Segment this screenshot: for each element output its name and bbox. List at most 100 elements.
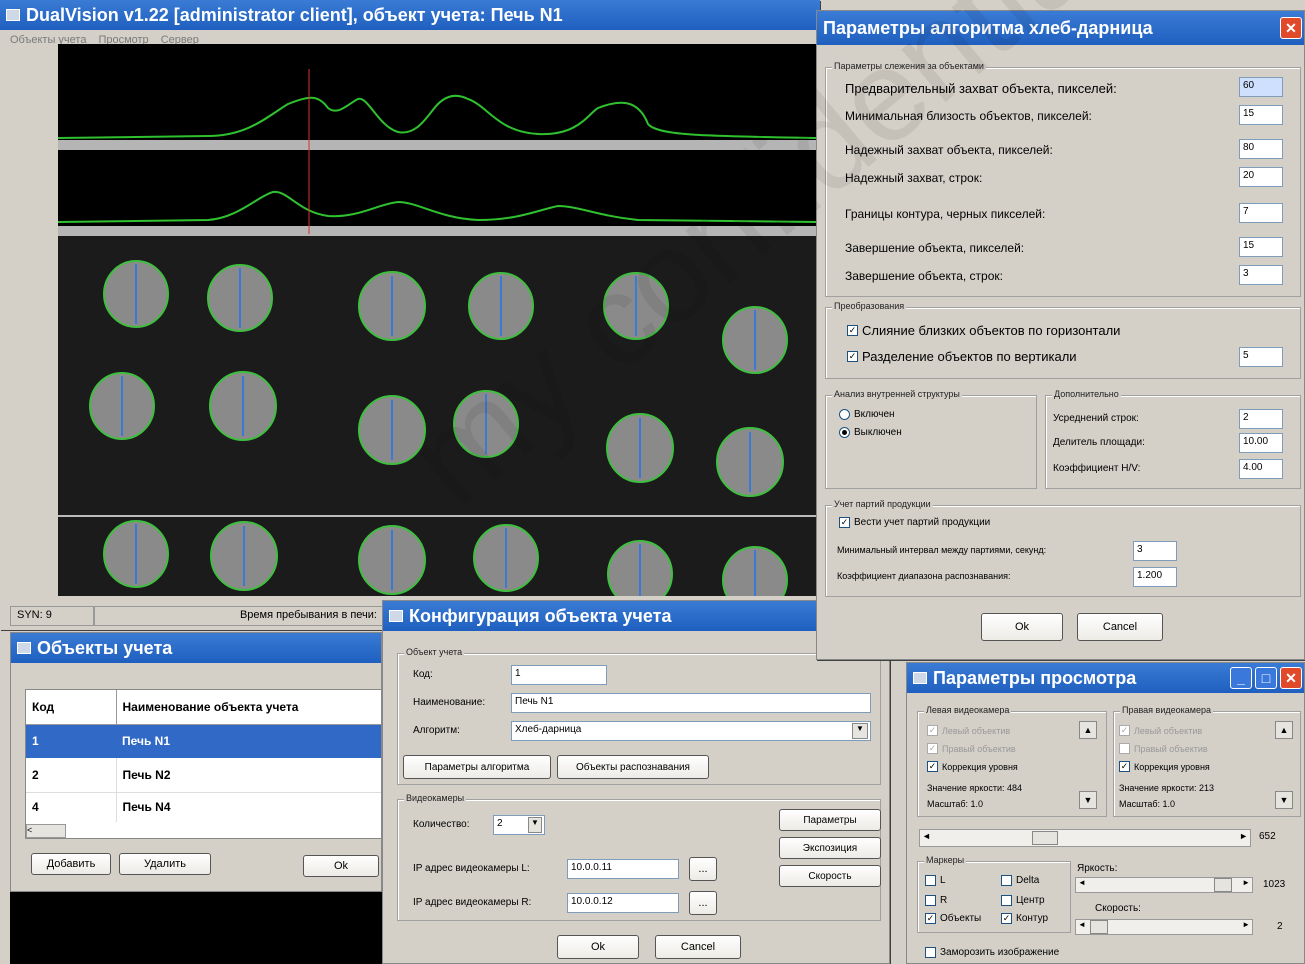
marker-l[interactable]: L <box>925 875 946 886</box>
range-coef-field[interactable]: 1.200 <box>1133 567 1177 587</box>
config-ok-button[interactable]: Ok <box>557 935 639 959</box>
tracking-field-2[interactable]: 80 <box>1239 139 1283 159</box>
speed-value: 2 <box>1277 921 1283 932</box>
menu-objects[interactable]: Объекты учета <box>10 34 87 46</box>
tracking-label-2: Надежный захват объекта, пикселей: <box>845 143 1053 157</box>
extra-field-0[interactable]: 2 <box>1239 409 1283 429</box>
markers-group-label: Маркеры <box>924 855 967 865</box>
right-item-0[interactable]: ✓ Левый объектив <box>1119 725 1202 736</box>
view-close-button[interactable]: ✕ <box>1280 667 1302 689</box>
table-row[interactable]: 2 Печь N2 <box>26 758 381 792</box>
algo-cancel-button[interactable]: Cancel <box>1077 613 1163 641</box>
merge-checkbox[interactable]: ✓ Слияние близких объектов по горизонтал… <box>847 323 1120 338</box>
marker-center-label: Центр <box>1016 895 1045 906</box>
table-row[interactable]: 1 Печь N1 <box>26 724 381 758</box>
right-item-1[interactable]: Правый объектив <box>1119 743 1208 754</box>
view-hscroll[interactable]: ◄ ► <box>919 829 1251 847</box>
speed-button[interactable]: Скорость <box>779 865 881 887</box>
marker-objects[interactable]: ✓ Объекты <box>925 913 981 924</box>
slider-thumb[interactable] <box>1090 920 1108 934</box>
marker-r[interactable]: R <box>925 895 947 906</box>
brightness-slider[interactable]: ◄ ► <box>1075 877 1253 893</box>
tracking-field-0[interactable]: 60 <box>1239 77 1283 97</box>
menu-server[interactable]: Сервер <box>160 34 199 46</box>
config-titlebar[interactable]: Конфигурация объекта учета <box>383 601 889 631</box>
left-item-2[interactable]: ✓ Коррекция уровня <box>927 761 1018 772</box>
check-icon: ✓ <box>927 725 938 736</box>
config-cancel-button[interactable]: Cancel <box>655 935 741 959</box>
extra-group: Дополнительно <box>1045 389 1301 489</box>
tracking-field-5[interactable]: 15 <box>1239 237 1283 257</box>
main-titlebar[interactable]: DualVision v1.22 [administrator client],… <box>0 0 820 30</box>
slider-thumb[interactable] <box>1214 878 1232 892</box>
algo-select[interactable]: Хлеб-дарница ▼ <box>511 721 871 741</box>
radio-icon <box>839 409 850 420</box>
ip-r-browse-button[interactable]: ... <box>689 891 717 915</box>
speed-slider[interactable]: ◄ ► <box>1075 919 1253 935</box>
left-scroll-up[interactable]: ▲ <box>1079 721 1097 739</box>
code-field[interactable]: 1 <box>511 665 607 685</box>
scroll-thumb[interactable] <box>1032 831 1058 845</box>
min-interval-field[interactable]: 3 <box>1133 541 1177 561</box>
marker-contour[interactable]: ✓ Контур <box>1001 913 1048 924</box>
recognized-objects-button[interactable]: Объекты распознавания <box>557 755 709 779</box>
right-scroll-up[interactable]: ▲ <box>1275 721 1293 739</box>
right-scroll-down[interactable]: ▼ <box>1275 791 1293 809</box>
left-item-0[interactable]: ✓ Левый объектив <box>927 725 1010 736</box>
left-item-1-label: Правый объектив <box>942 743 1016 754</box>
ip-l-field[interactable]: 10.0.0.11 <box>567 859 679 879</box>
objects-ok-button[interactable]: Ok <box>303 855 379 877</box>
algo-value: Хлеб-дарница <box>515 724 582 735</box>
left-item-1[interactable]: ✓ Правый объектив <box>927 743 1016 754</box>
min-interval-label: Минимальный интервал между партиями, сек… <box>837 545 1047 555</box>
ip-l-browse-button[interactable]: ... <box>689 857 717 881</box>
col-name[interactable]: Наименование объекта учета <box>122 699 299 714</box>
col-code[interactable]: Код <box>26 690 117 724</box>
tracking-field-3[interactable]: 20 <box>1239 167 1283 187</box>
view-minimize-button[interactable]: _ <box>1230 667 1252 689</box>
scroll-right-icon: ► <box>1242 878 1250 887</box>
freeze-label: Заморозить изображение <box>940 947 1060 958</box>
menu-view[interactable]: Просмотр <box>98 34 149 46</box>
name-field[interactable]: Печь N1 <box>511 693 871 713</box>
objects-title: Объекты учета <box>37 637 173 658</box>
table-row[interactable]: 4 Печь N4 <box>26 792 381 822</box>
extra-field-1[interactable]: 10.00 <box>1239 433 1283 453</box>
add-button[interactable]: Добавить <box>31 853 111 875</box>
algo-titlebar[interactable]: Параметры алгоритма хлеб-дарница <box>817 11 1304 45</box>
scroll-left-icon: ◄ <box>1078 920 1086 929</box>
count-value: 2 <box>497 818 503 829</box>
radio-on[interactable]: Включен <box>839 409 895 420</box>
tracking-field-1[interactable]: 15 <box>1239 105 1283 125</box>
radio-off[interactable]: Выключен <box>839 427 902 438</box>
scroll-right-icon: ► <box>1242 920 1250 929</box>
tracking-field-6[interactable]: 3 <box>1239 265 1283 285</box>
tracking-field-4[interactable]: 7 <box>1239 203 1283 223</box>
transform-group: Преобразования <box>825 301 1301 379</box>
objects-titlebar[interactable]: Объекты учета <box>11 633 381 663</box>
algo-close-button[interactable]: ✕ <box>1280 17 1302 39</box>
algo-params-button[interactable]: Параметры алгоритма <box>403 755 551 779</box>
left-scroll-down[interactable]: ▼ <box>1079 791 1097 809</box>
split-field[interactable]: 5 <box>1239 347 1283 367</box>
desktop-area <box>10 892 382 964</box>
video-panel[interactable] <box>58 44 818 596</box>
view-maximize-button[interactable]: □ <box>1255 667 1277 689</box>
split-checkbox[interactable]: ✓ Разделение объектов по вертикали <box>847 349 1077 364</box>
right-item-2[interactable]: ✓ Коррекция уровня <box>1119 761 1210 772</box>
marker-delta[interactable]: Delta <box>1001 875 1039 886</box>
delete-button[interactable]: Удалить <box>119 853 211 875</box>
checkbox-icon <box>925 895 936 906</box>
batches-checkbox[interactable]: ✓ Вести учет партий продукции <box>839 517 990 528</box>
ip-r-field[interactable]: 10.0.0.12 <box>567 893 679 913</box>
marker-l-label: L <box>940 875 946 886</box>
marker-center[interactable]: Центр <box>1001 895 1045 906</box>
table-hscroll[interactable]: < <box>26 824 66 838</box>
count-select[interactable]: 2 ▼ <box>493 815 545 835</box>
extra-field-2[interactable]: 4.00 <box>1239 459 1283 479</box>
check-icon: ✓ <box>847 351 858 362</box>
algo-ok-button[interactable]: Ok <box>981 613 1063 641</box>
exposure-button[interactable]: Экспозиция <box>779 837 881 859</box>
params-button[interactable]: Параметры <box>779 809 881 831</box>
freeze-checkbox[interactable]: Заморозить изображение <box>925 947 1059 958</box>
